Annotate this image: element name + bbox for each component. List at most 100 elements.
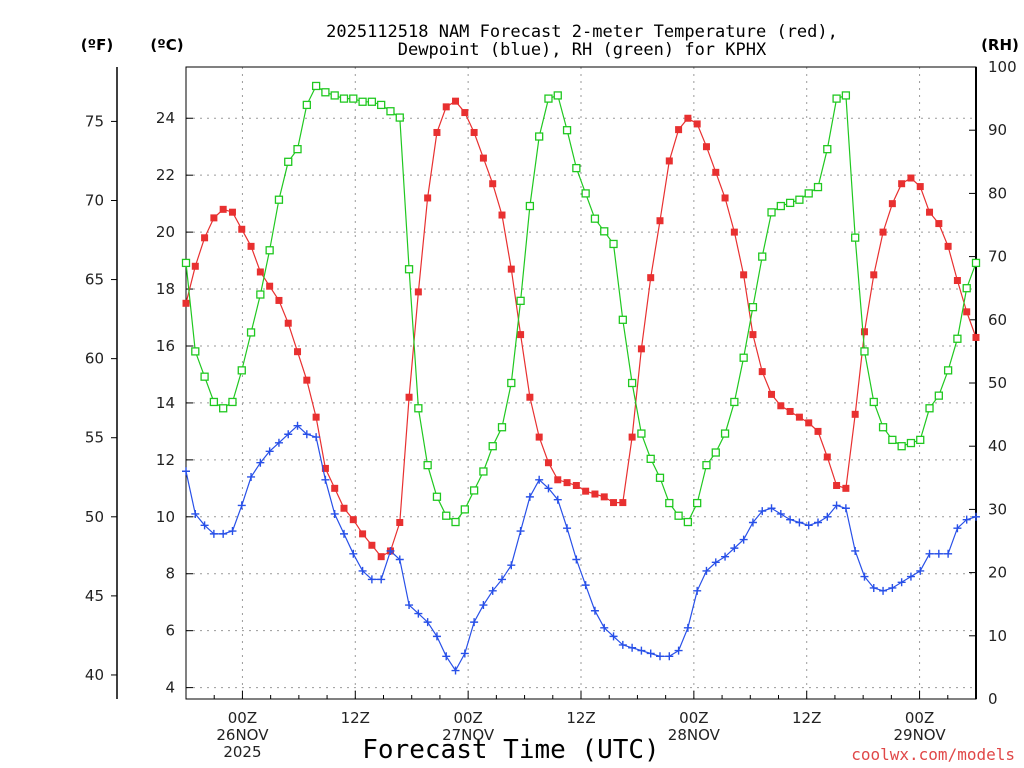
rh-point (869, 397, 878, 407)
dewpoint-point (247, 472, 256, 481)
temperature-point (405, 393, 413, 401)
rh-point (841, 91, 851, 100)
temperature-point (730, 228, 738, 236)
dewpoint-point (674, 646, 683, 655)
dewpoint-point (182, 467, 190, 476)
rh-point (200, 372, 209, 381)
rh-point (544, 94, 553, 103)
axes (111, 66, 977, 700)
celsius-unit-label: (ºC) (150, 36, 183, 54)
temperature-point (256, 268, 264, 276)
rh-point (339, 94, 349, 103)
fahrenheit-tick-label: 65 (85, 271, 104, 289)
dewpoint-point (553, 495, 562, 504)
credit-text: coolwx.com/models (851, 745, 1015, 764)
rh-point (311, 81, 321, 91)
dewpoint-point (656, 652, 664, 661)
rh-point (637, 429, 646, 438)
dewpoint-point (823, 512, 832, 521)
temperature-point (665, 157, 673, 165)
dewpoint-point (804, 521, 813, 530)
rh-point (535, 132, 544, 141)
dewpoint-point (256, 458, 265, 467)
temperature-point (201, 234, 209, 242)
dewpoint-point (702, 566, 711, 575)
temperature-point (842, 484, 850, 492)
x-tick-label: 12Z (341, 709, 370, 727)
temperature-point (907, 174, 915, 182)
celsius-tick-label: 10 (156, 508, 175, 526)
rh-point (553, 91, 562, 100)
dewpoint-point (683, 623, 692, 632)
dewpoint-point (302, 430, 311, 439)
rh-point (702, 461, 711, 470)
dewpoint-point (962, 515, 971, 524)
temperature-point (563, 479, 571, 487)
temperature-point (517, 331, 525, 339)
temperature-point (712, 168, 720, 176)
temperature-point (219, 205, 227, 213)
temperature-point (331, 484, 339, 492)
rh-point (832, 94, 841, 103)
temperature-point (814, 427, 822, 435)
temperature-point (182, 299, 190, 307)
temperature-point (675, 126, 683, 134)
rh-point (823, 145, 832, 154)
dewpoint-point (888, 583, 897, 592)
dewpoint-point (414, 609, 423, 618)
rh-tick-label: 90 (988, 121, 1007, 139)
rh-point (925, 404, 934, 413)
rh-unit-label: (RH) (981, 36, 1019, 54)
rh-point (804, 189, 813, 198)
temperature-point (926, 208, 934, 216)
dewpoint-point (386, 546, 395, 555)
rh-point (395, 113, 404, 122)
rh-point (246, 328, 256, 337)
rh-point (414, 404, 423, 413)
fahrenheit-tick-label: 50 (85, 508, 104, 526)
temperature-point (210, 214, 218, 222)
rh-point (739, 353, 748, 362)
rh-point (627, 378, 637, 388)
rh-point (646, 454, 655, 463)
dewpoint-point (758, 507, 767, 516)
dewpoint-point (869, 583, 878, 592)
temperature-point (972, 333, 980, 341)
rh-tick-label: 100 (988, 58, 1017, 76)
dewpoint-point (916, 566, 925, 575)
dewpoint-point (395, 555, 404, 564)
temperature-point (349, 516, 357, 524)
dewpoint-point (358, 566, 367, 575)
temperature-point (870, 271, 878, 279)
chart-subtitle: Dewpoint (blue), RH (green) for KPHX (398, 40, 767, 60)
dewpoint-point (516, 527, 525, 536)
rh-point (878, 423, 888, 432)
dewpoint-point (442, 652, 451, 661)
temperature-point (758, 368, 766, 376)
x-tick-label: 29NOV (894, 726, 947, 744)
dewpoint-point (581, 581, 590, 590)
dewpoint-point (851, 546, 860, 555)
dewpoint-point (507, 561, 516, 570)
rh-point (386, 107, 395, 116)
grid (186, 67, 976, 699)
rh-point (590, 214, 600, 223)
rh-point (451, 517, 460, 527)
dewpoint-point (590, 606, 599, 615)
temperature-point (600, 493, 608, 501)
temperature-point (823, 453, 831, 461)
temperature-point (619, 499, 627, 507)
celsius-tick-label: 14 (156, 394, 175, 412)
x-tick-label: 00Z (453, 709, 482, 727)
temperature-point (489, 180, 497, 188)
temperature-point (238, 225, 246, 233)
dewpoint-point (637, 646, 646, 655)
dewpoint-point (460, 649, 469, 658)
dewpoint-point (432, 632, 441, 641)
temperature-point (860, 328, 868, 336)
rh-point (284, 157, 293, 166)
temperature-point (693, 120, 701, 128)
rh-point (293, 145, 302, 154)
rh-tick-label: 80 (988, 184, 1007, 202)
x-tick-label: 00Z (228, 709, 257, 727)
